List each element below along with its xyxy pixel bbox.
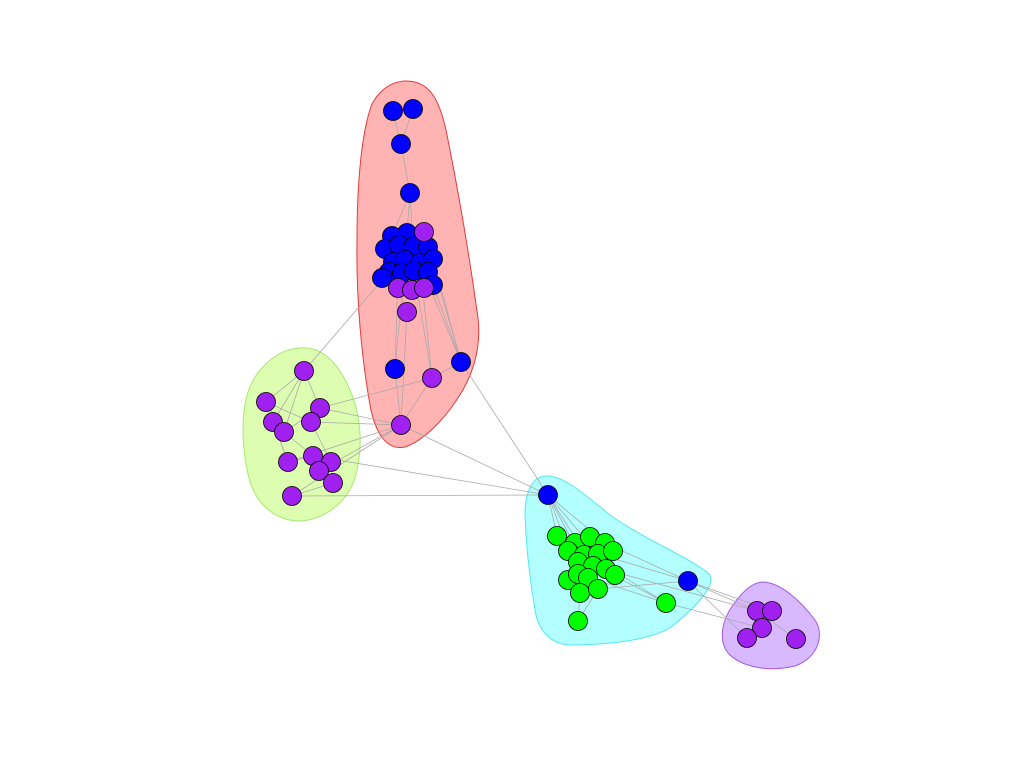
graph-edge [597,580,689,590]
graph-node-blue [451,352,471,372]
graph-edge [400,424,549,496]
graph-node-green [656,593,676,613]
graph-node-purple [323,473,343,493]
graph-edge [319,377,433,409]
graph-node-blue [403,99,423,119]
graph-edge [665,602,763,629]
graph-edge [303,271,390,372]
graph-node-purple [422,368,442,388]
graph-node-purple [414,222,434,242]
graph-node-green [603,541,623,561]
graph-node-green [547,526,567,546]
graph-edge [460,361,549,496]
graph-node-blue [391,134,411,154]
graph-node-purple [391,415,411,435]
graph-node-blue [678,571,698,591]
graph-edge [687,580,748,639]
graph-node-green [605,565,625,585]
graph-node-blue [383,101,403,121]
graph-node-blue [372,268,392,288]
graph-node-purple [278,452,298,472]
graph-node-green [568,611,588,631]
graph-node-purple [737,628,757,648]
graph-node-blue [538,485,558,505]
graph-node-blue [385,359,405,379]
graph-edge [283,370,305,433]
graph-edge [319,407,402,426]
graph-node-purple [310,398,330,418]
graph-node-purple [301,412,321,432]
graph-edge [291,494,549,497]
graph-node-purple [274,422,294,442]
graph-node-purple [397,302,417,322]
graph-node-green [570,583,590,603]
graph-node-purple [256,392,276,412]
graph-edge [687,580,758,612]
graph-node-purple [282,486,302,506]
graph-node-purple [309,461,329,481]
graph-edge [312,455,549,496]
graph-node-purple [762,601,782,621]
graph-node-blue [400,183,420,203]
graph-node-green [588,579,608,599]
graph-edge [291,424,402,497]
graph-node-purple [786,629,806,649]
graph-edge [310,421,402,426]
graph-node-purple [752,618,772,638]
graph-node-purple [414,278,434,298]
graph-nodes [256,99,806,649]
graph-edge [432,258,462,363]
graph-node-purple [294,361,314,381]
graph-edge [432,284,462,363]
graph-edge [272,370,305,423]
community-hulls [242,80,820,670]
